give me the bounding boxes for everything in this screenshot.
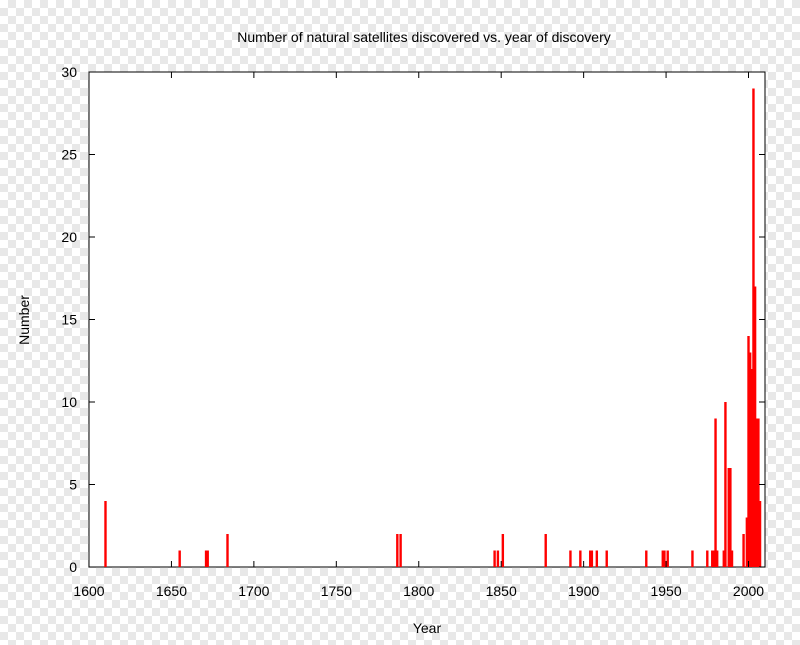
bar <box>706 550 709 567</box>
bar <box>579 550 582 567</box>
y-tick-label: 30 <box>61 64 77 80</box>
bars-group <box>104 88 762 567</box>
x-tick-label: 1950 <box>650 583 681 599</box>
bar <box>757 418 760 567</box>
x-tick-label: 1900 <box>568 583 599 599</box>
y-axis-label: Number <box>16 295 32 345</box>
bar <box>745 517 749 567</box>
y-tick-label: 25 <box>61 147 77 163</box>
bar <box>645 550 648 567</box>
bar <box>663 550 666 567</box>
bar <box>399 534 402 567</box>
bar <box>178 550 181 567</box>
bar <box>729 468 732 567</box>
bar <box>742 534 745 567</box>
bar <box>589 550 592 567</box>
bar <box>752 88 755 567</box>
bar <box>712 550 716 567</box>
bar <box>755 418 758 567</box>
bar <box>544 534 547 567</box>
x-tick-label: 1750 <box>321 583 352 599</box>
bar <box>496 550 500 567</box>
bar <box>747 336 750 567</box>
bar <box>730 550 734 567</box>
x-tick-label: 1850 <box>486 583 517 599</box>
bar <box>750 369 754 567</box>
bar <box>206 550 209 567</box>
bar <box>595 550 599 567</box>
x-tick-label: 1650 <box>156 583 187 599</box>
bar <box>724 402 727 567</box>
x-tick-label: 1700 <box>238 583 269 599</box>
bar <box>493 550 496 567</box>
y-tick-label: 5 <box>69 477 77 493</box>
bar <box>226 534 229 567</box>
y-axis-ticks: 0 5 10 15 20 25 30 <box>61 64 765 575</box>
bar <box>722 550 725 567</box>
bar <box>501 534 505 567</box>
bar <box>691 550 694 567</box>
y-tick-label: 10 <box>61 394 77 410</box>
bar <box>661 550 664 567</box>
bar <box>605 550 608 567</box>
bar <box>569 550 572 567</box>
bar <box>714 418 717 567</box>
plot-frame <box>88 71 766 568</box>
x-tick-label: 1600 <box>73 583 104 599</box>
bar <box>104 501 107 567</box>
x-tick-label: 2000 <box>733 583 764 599</box>
x-axis-ticks: 1600 1650 1700 1750 1800 1850 1900 1950 2000 <box>73 72 764 599</box>
bar <box>748 352 752 567</box>
chart-title: Number of natural satellites discovered … <box>237 29 611 45</box>
bar <box>753 286 757 567</box>
y-tick-label: 20 <box>61 229 77 245</box>
bar <box>666 550 669 567</box>
bar <box>715 550 719 567</box>
x-axis-label: Year <box>413 620 442 636</box>
x-tick-label: 1800 <box>403 583 434 599</box>
y-tick-label: 0 <box>69 559 77 575</box>
bar <box>204 550 208 567</box>
y-tick-label: 15 <box>61 312 77 328</box>
bar <box>727 468 730 567</box>
bar <box>590 550 594 567</box>
bar <box>758 501 762 567</box>
bar <box>711 550 714 567</box>
bar <box>396 534 399 567</box>
